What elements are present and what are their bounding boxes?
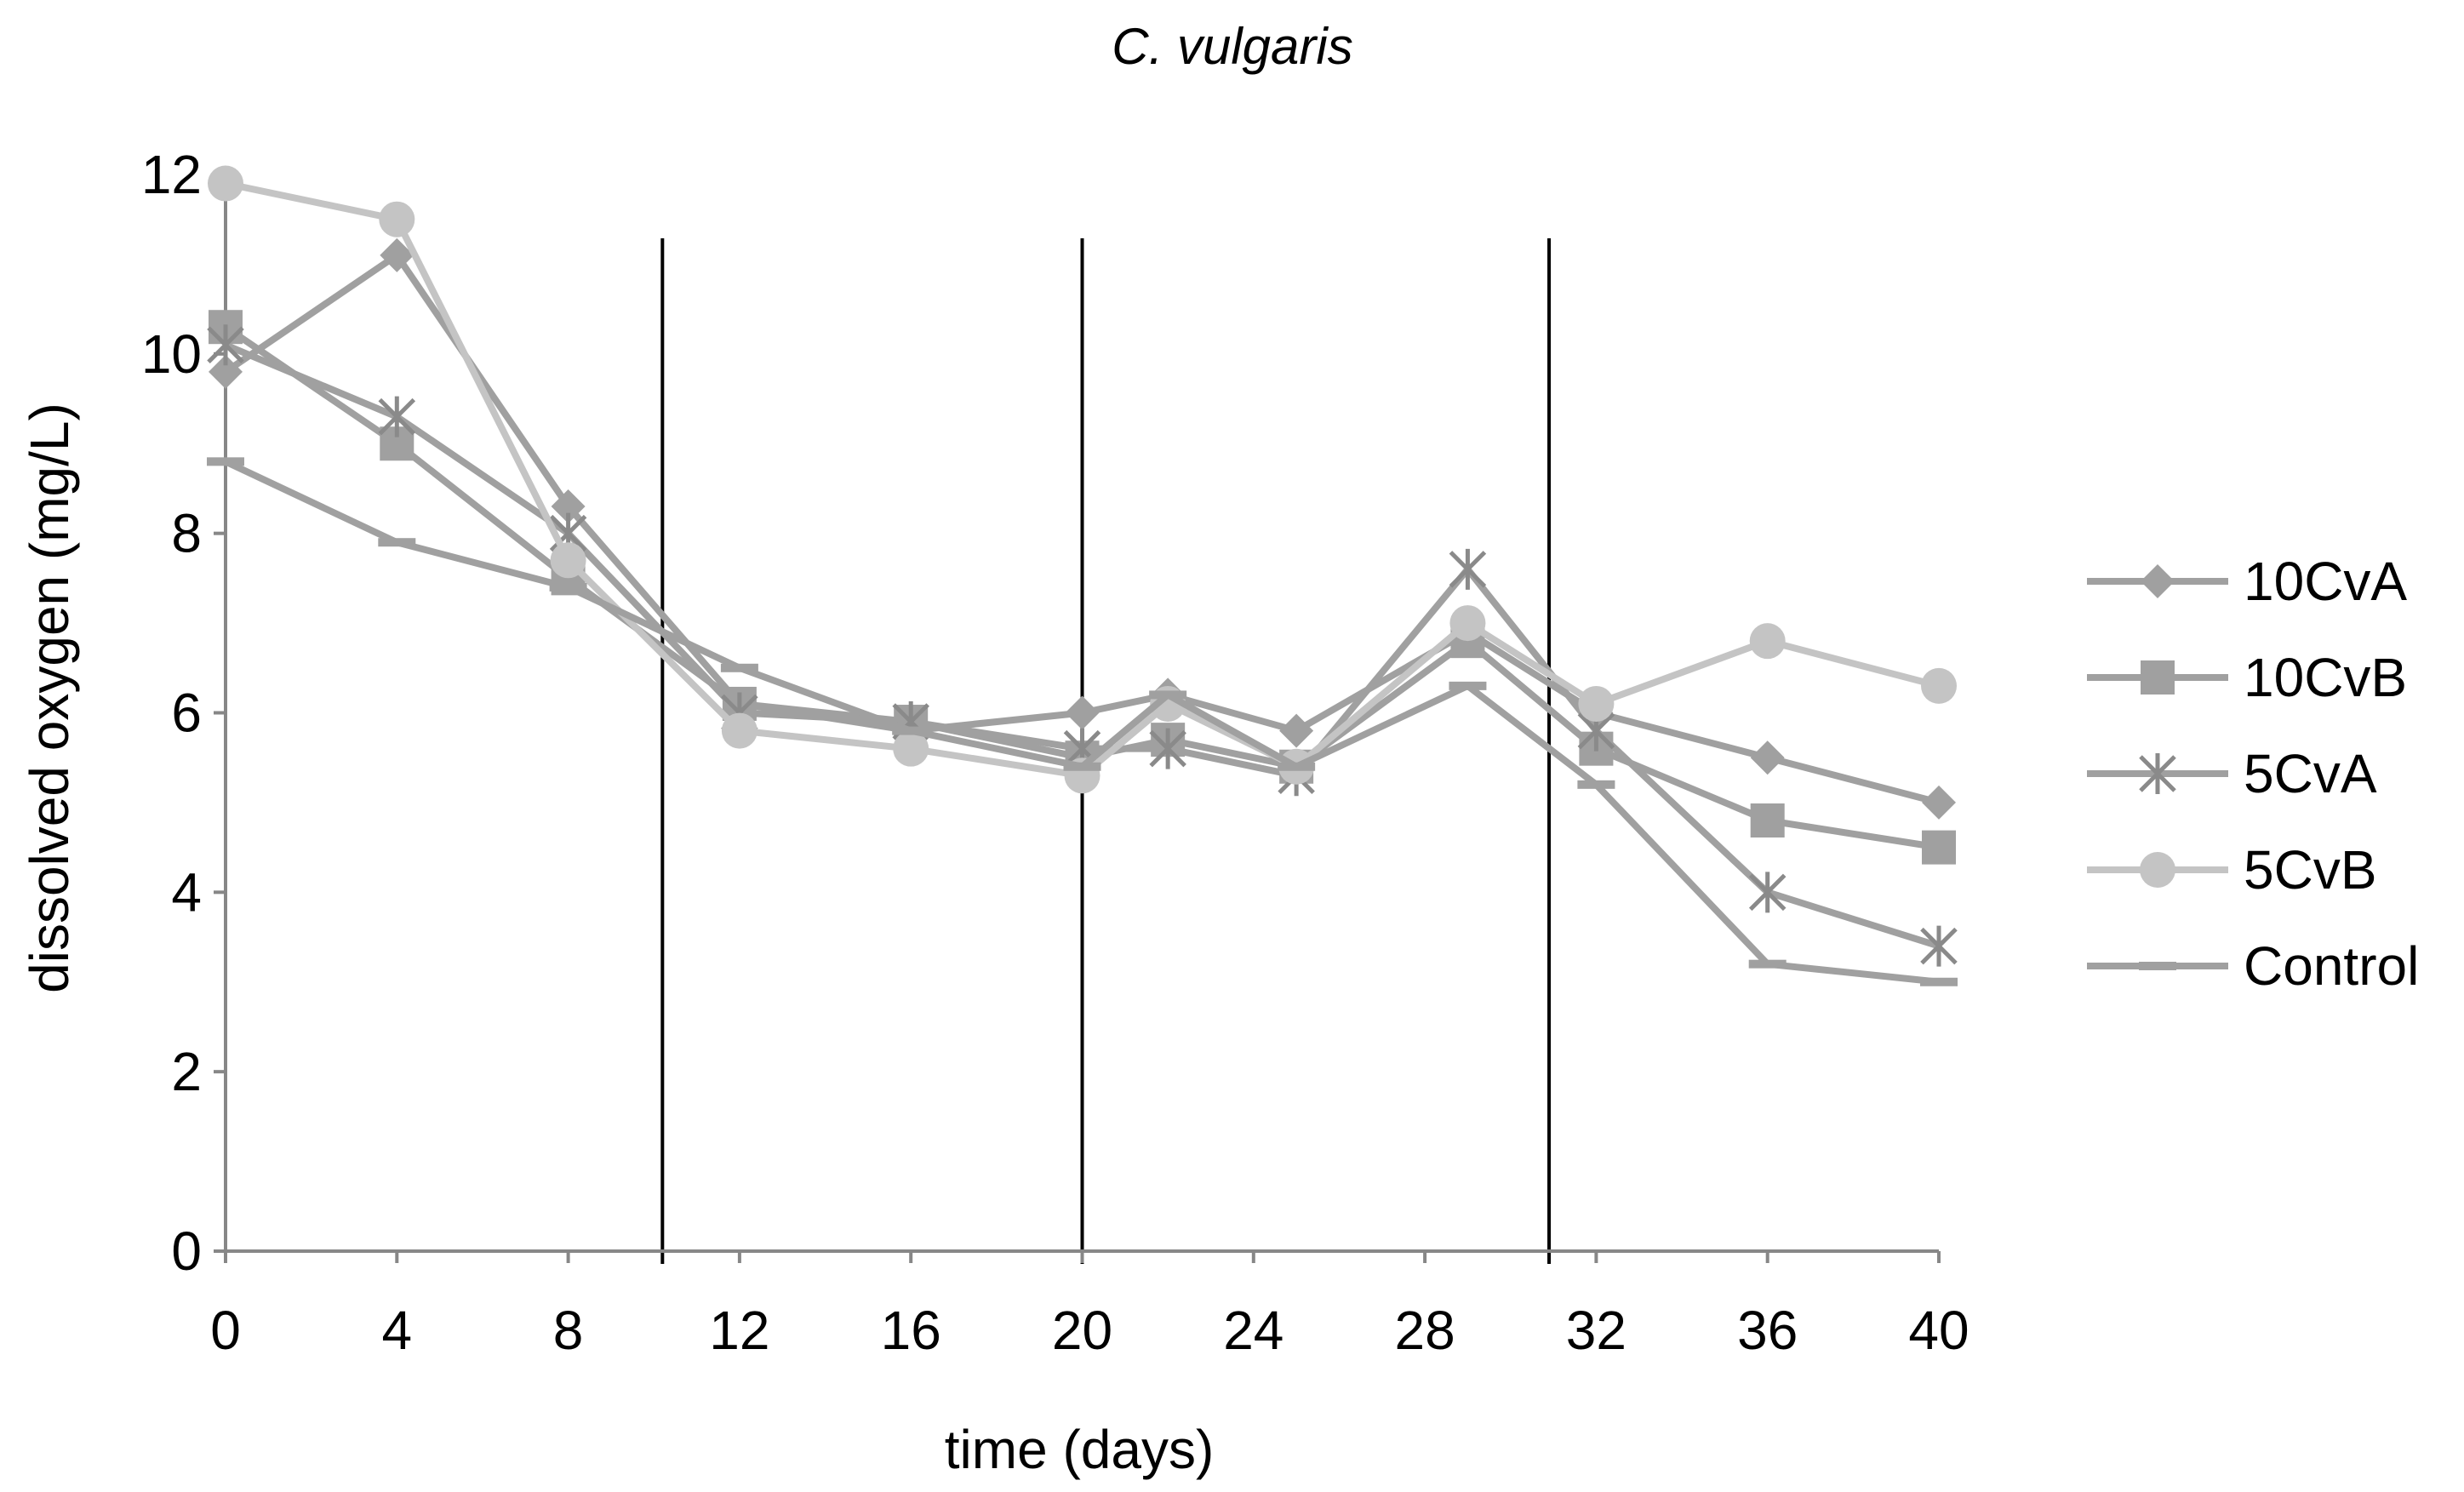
y-tick-label: 0 <box>171 1220 202 1282</box>
data-point-5cva <box>1920 925 1958 967</box>
legend-label-10cvb: 10CvB <box>2244 647 2407 708</box>
data-point-control <box>720 663 758 672</box>
data-point-control <box>1577 780 1615 789</box>
y-tick-label: 10 <box>141 323 202 385</box>
data-point-5cvb <box>1449 605 1486 642</box>
series-control <box>207 457 1958 986</box>
data-point-5cvb <box>1921 667 1957 704</box>
x-tick-label: 20 <box>1052 1300 1112 1361</box>
legend-label-5cvb: 5CvB <box>2244 839 2377 900</box>
data-point-5cvb <box>1749 623 1786 660</box>
x-tick-label: 12 <box>709 1300 769 1361</box>
series-line-control <box>224 458 1940 986</box>
y-tick-label: 6 <box>171 683 202 744</box>
data-point-10cva <box>551 489 586 524</box>
data-point-5cvb <box>1578 685 1615 722</box>
x-tick-label: 36 <box>1737 1300 1798 1361</box>
data-point-5cvb <box>208 165 243 202</box>
y-tick-label: 8 <box>171 503 202 564</box>
x-tick-label: 32 <box>1566 1300 1626 1361</box>
data-point-5cvb <box>550 542 586 579</box>
x-tick-label: 28 <box>1395 1300 1455 1361</box>
data-point-10cvb <box>1922 830 1956 865</box>
legend-label-10cva: 10CvA <box>2244 551 2407 612</box>
legend-marker-10cvb <box>2141 660 2175 695</box>
data-point-control <box>892 726 930 735</box>
data-point-5cva <box>207 324 244 366</box>
data-point-5cva <box>1748 872 1787 913</box>
legend: 10CvA 10CvB 5CvA 5CvB Control <box>2087 551 2419 997</box>
data-point-control <box>1449 681 1487 690</box>
legend-item-10cva: 10CvA <box>2087 551 2407 612</box>
y-axis-title: dissolved oxygen (mg/L) <box>19 403 80 993</box>
chart-title: C. vulgaris <box>1112 18 1352 75</box>
y-tick-label: 12 <box>141 144 202 205</box>
legend-marker-control <box>2139 962 2176 970</box>
data-point-5cva <box>1449 548 1487 590</box>
data-point-10cva <box>209 354 243 389</box>
x-tick-label: 24 <box>1223 1300 1283 1361</box>
x-tick-label: 8 <box>553 1300 584 1361</box>
data-point-5cva <box>378 396 416 437</box>
series-line-10cva <box>223 251 1941 806</box>
data-point-10cva <box>1750 740 1785 775</box>
data-point-10cva <box>1922 785 1956 820</box>
data-point-10cva <box>380 237 414 272</box>
legend-item-10cvb: 10CvB <box>2087 647 2407 708</box>
data-point-5cvb <box>721 712 757 749</box>
data-point-control <box>1063 762 1101 771</box>
data-point-10cva <box>1065 695 1100 730</box>
data-point-control <box>207 457 244 466</box>
series-line-5cvb <box>225 180 1941 780</box>
series-group <box>207 165 1958 986</box>
legend-item-5cvb: 5CvB <box>2087 839 2377 900</box>
legend-label-control: Control <box>2244 935 2419 997</box>
data-point-control <box>1149 690 1187 700</box>
series-line-5cva <box>224 341 1941 950</box>
data-point-control <box>549 582 587 592</box>
x-tick-label: 4 <box>382 1300 413 1361</box>
data-point-control <box>378 538 416 547</box>
x-tick-label: 0 <box>210 1300 241 1361</box>
data-point-10cvb <box>1750 803 1785 837</box>
series-5cva <box>207 324 1958 967</box>
legend-marker-10cva <box>2141 564 2175 598</box>
data-point-10cva <box>1279 713 1314 748</box>
x-tick-label: 16 <box>881 1300 941 1361</box>
y-tick-label: 2 <box>171 1041 202 1102</box>
x-axis-title: time (days) <box>945 1419 1215 1480</box>
data-point-5cva <box>1149 728 1186 769</box>
data-point-control <box>1748 959 1787 969</box>
legend-label-5cva: 5CvA <box>2244 743 2377 804</box>
legend-item-control: Control <box>2087 935 2419 997</box>
data-point-control <box>1920 977 1958 986</box>
legend-item-5cva: 5CvA <box>2087 743 2377 804</box>
data-point-control <box>1278 762 1316 771</box>
y-tick-label: 4 <box>171 861 202 923</box>
data-point-5cvb <box>893 730 929 767</box>
legend-marker-5cvb <box>2140 852 2175 888</box>
legend-marker-5cva <box>2139 753 2176 794</box>
x-tick-label: 40 <box>1908 1300 1969 1361</box>
data-point-5cvb <box>379 201 415 237</box>
